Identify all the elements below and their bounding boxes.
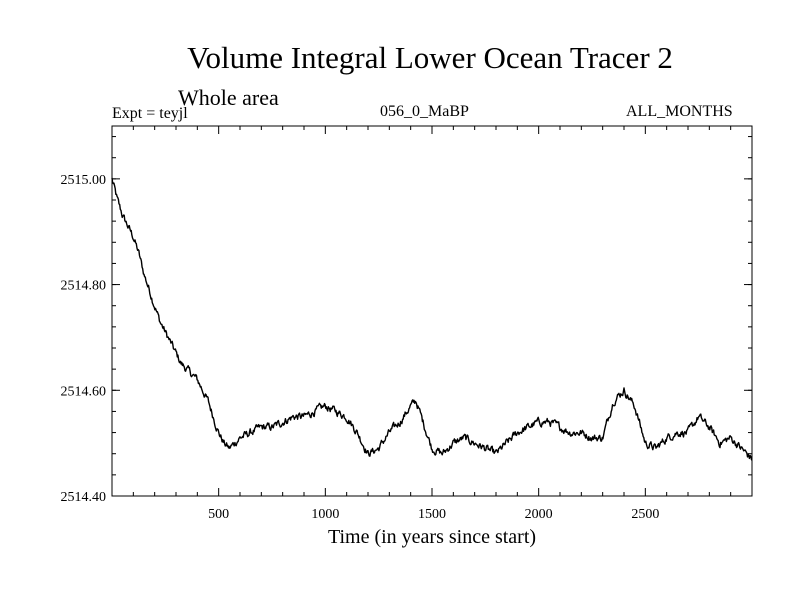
plot-frame [111,125,753,497]
months-label: ALL_MONTHS [626,103,733,120]
x-axis-label: Time (in years since start) [327,526,537,548]
x-tick-label: 2500 [631,507,659,522]
x-tick-label: 1500 [418,507,446,522]
x-tick-label: 1000 [311,507,339,522]
series-line [111,177,753,461]
axis-tick-labels: 500 1000 1500 2000 2500 2514.40 2514.60 2514.80… [61,173,660,522]
y-tick-label: 2515.00 [61,173,107,188]
y-tick-label: 2514.80 [61,279,107,294]
chart-subtitle: Whole area [178,85,279,110]
experiment-label: Expt = teyjl [112,105,188,122]
y-tick-label: 2514.60 [61,384,107,399]
period-label: 056_0_MaBP [380,103,469,120]
y-tick-label: 2514.40 [61,490,107,505]
axis-ticks [112,126,752,497]
x-tick-label: 500 [208,507,229,522]
chart-title: Volume Integral Lower Ocean Tracer 2 [187,40,673,75]
x-tick-label: 2000 [525,507,553,522]
